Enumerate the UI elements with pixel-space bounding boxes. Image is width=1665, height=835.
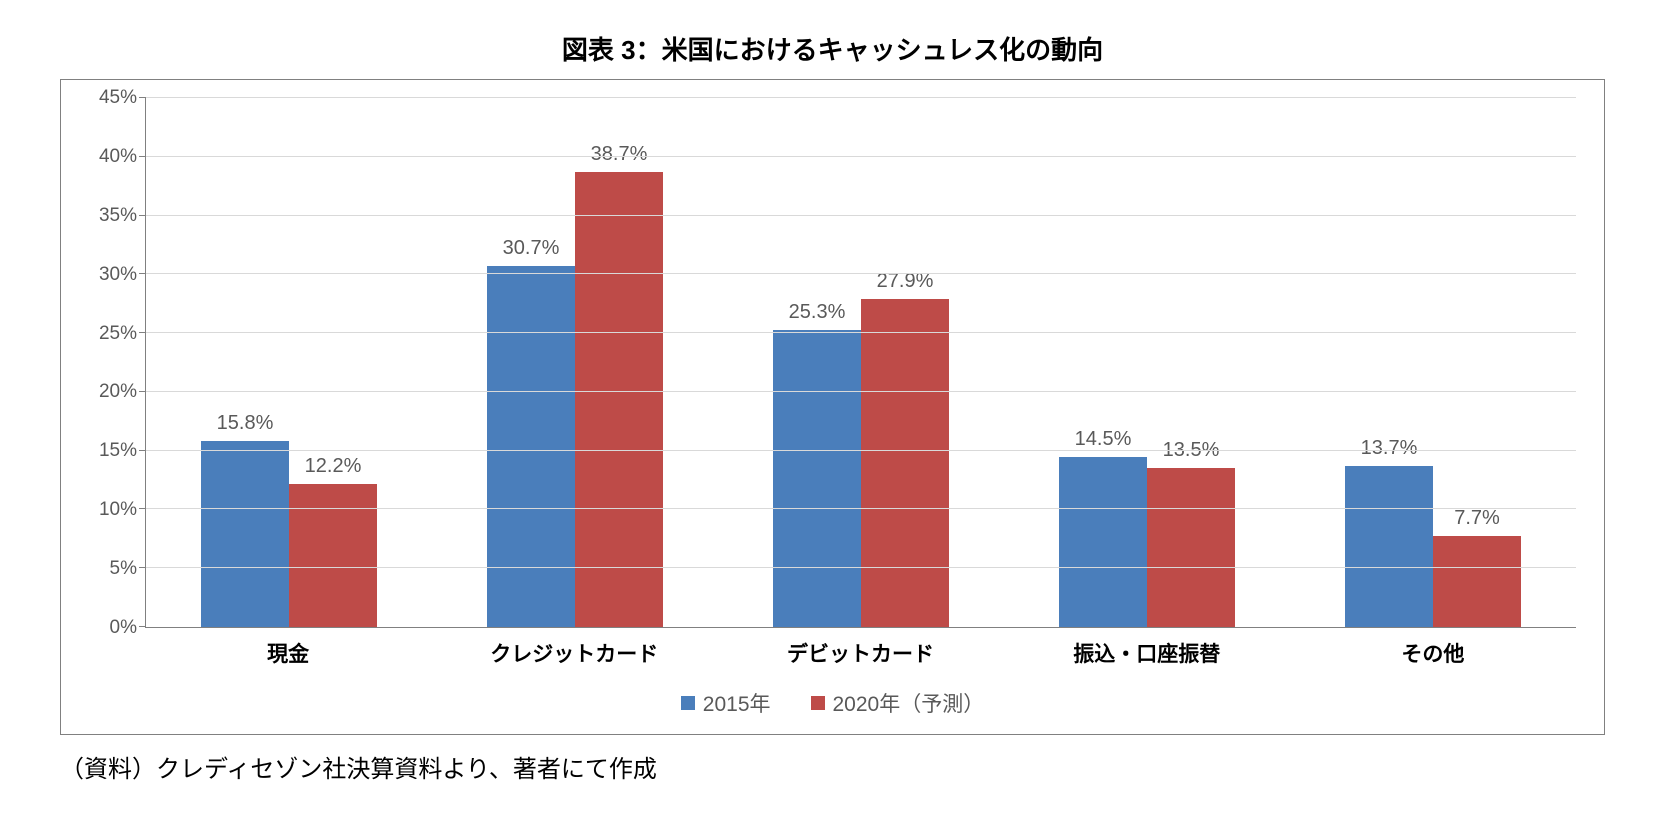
bar-value-label: 13.7% xyxy=(1361,437,1418,466)
x-axis-label: その他 xyxy=(1290,638,1576,668)
legend-label: 2020年（予測） xyxy=(833,688,985,718)
bar: 12.2% xyxy=(289,484,377,627)
bar-value-label: 14.5% xyxy=(1075,428,1132,457)
bar: 7.7% xyxy=(1433,536,1521,627)
legend-swatch xyxy=(681,696,695,710)
plot-area: 15.8%12.2%30.7%38.7%25.3%27.9%14.5%13.5%… xyxy=(145,98,1576,628)
legend-label: 2015年 xyxy=(703,688,771,718)
gridline xyxy=(146,508,1576,509)
bar: 27.9% xyxy=(861,299,949,627)
x-axis-labels: 現金クレジットカードデビットカード振込・口座振替その他 xyxy=(145,638,1576,668)
x-axis-label: クレジットカード xyxy=(431,638,717,668)
bar: 25.3% xyxy=(773,330,861,627)
x-axis-label: デビットカード xyxy=(717,638,1003,668)
gridline xyxy=(146,215,1576,216)
bar: 13.7% xyxy=(1345,466,1433,627)
x-axis: 現金クレジットカードデビットカード振込・口座振替その他 xyxy=(89,638,1576,668)
gridline xyxy=(146,97,1576,98)
chart-frame: 45%40%35%30%25%20%15%10%5%0% 15.8%12.2%3… xyxy=(60,79,1605,735)
bar-group: 15.8%12.2% xyxy=(146,98,432,627)
plot-area-wrap: 45%40%35%30%25%20%15%10%5%0% 15.8%12.2%3… xyxy=(89,98,1576,628)
y-axis: 45%40%35%30%25%20%15%10%5%0% xyxy=(89,98,145,628)
gridline xyxy=(146,332,1576,333)
bar-value-label: 30.7% xyxy=(503,237,560,266)
legend-swatch xyxy=(811,696,825,710)
legend: 2015年 2020年（予測） xyxy=(89,688,1576,718)
bar-value-label: 13.5% xyxy=(1163,439,1220,468)
bar-group: 14.5%13.5% xyxy=(1004,98,1290,627)
gridline xyxy=(146,450,1576,451)
bar-value-label: 12.2% xyxy=(305,455,362,484)
gridline xyxy=(146,391,1576,392)
bar-group: 13.7%7.7% xyxy=(1290,98,1576,627)
bar: 30.7% xyxy=(487,266,575,627)
bar-value-label: 27.9% xyxy=(877,270,934,299)
legend-item: 2015年 xyxy=(681,688,771,718)
bar-group: 25.3%27.9% xyxy=(718,98,1004,627)
bar: 13.5% xyxy=(1147,468,1235,627)
bar-value-label: 15.8% xyxy=(217,412,274,441)
bar-groups: 15.8%12.2%30.7%38.7%25.3%27.9%14.5%13.5%… xyxy=(146,98,1576,627)
bar: 38.7% xyxy=(575,172,663,627)
bar-value-label: 25.3% xyxy=(789,301,846,330)
gridline xyxy=(146,156,1576,157)
bar-value-label: 7.7% xyxy=(1454,507,1500,536)
bar-value-label: 38.7% xyxy=(591,143,648,172)
bar-group: 30.7%38.7% xyxy=(432,98,718,627)
x-axis-label: 振込・口座振替 xyxy=(1004,638,1290,668)
source-note: （資料）クレディセゾン社決算資料より、著者にて作成 xyxy=(60,749,1605,784)
chart-title: 図表 3：米国におけるキャッシュレス化の動向 xyxy=(60,30,1605,67)
gridline xyxy=(146,567,1576,568)
legend-item: 2020年（予測） xyxy=(811,688,985,718)
gridline xyxy=(146,273,1576,274)
x-axis-label: 現金 xyxy=(145,638,431,668)
bar: 14.5% xyxy=(1059,457,1147,627)
bar: 15.8% xyxy=(201,441,289,627)
